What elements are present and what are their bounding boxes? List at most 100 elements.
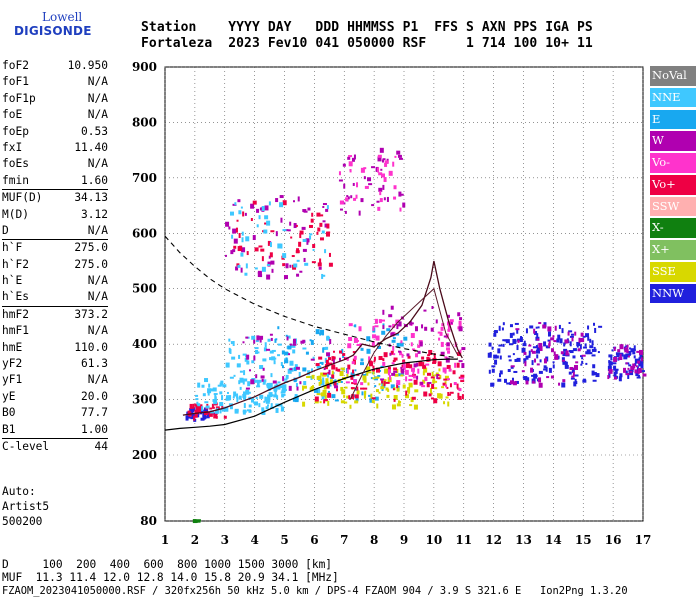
data-point: [383, 352, 388, 358]
data-point: [424, 377, 428, 382]
data-point: [396, 342, 400, 348]
param-row: yF1 N/A: [2, 372, 108, 388]
data-point: [352, 369, 355, 374]
data-point: [244, 212, 247, 216]
data-point: [380, 365, 383, 368]
data-point: [589, 338, 592, 343]
data-point: [320, 372, 325, 376]
data-point: [536, 347, 539, 352]
data-point: [271, 356, 276, 361]
data-point: [265, 400, 270, 404]
data-point: [346, 373, 349, 378]
data-point: [378, 172, 383, 176]
data-point: [382, 158, 386, 161]
param-row: fmin 1.60: [2, 173, 108, 189]
data-point: [253, 355, 256, 361]
data-point: [437, 377, 441, 380]
data-point: [337, 368, 341, 372]
data-point: [208, 383, 211, 388]
data-point: [449, 391, 454, 394]
data-point: [440, 326, 444, 331]
data-point: [460, 380, 465, 383]
data-point: [530, 349, 533, 353]
data-point: [344, 210, 347, 214]
data-point: [632, 363, 636, 369]
data-point: [441, 386, 445, 389]
data-point: [279, 195, 284, 199]
data-point: [585, 333, 590, 338]
data-point: [384, 162, 388, 167]
data-point: [317, 262, 322, 267]
data-point: [189, 403, 193, 409]
data-point: [387, 372, 390, 376]
data-point: [573, 364, 578, 370]
data-point: [430, 392, 433, 395]
data-point: [587, 325, 590, 330]
data-point: [197, 382, 201, 388]
data-point: [573, 381, 577, 387]
data-point: [564, 364, 569, 369]
data-point: [295, 366, 300, 370]
data-point: [367, 177, 372, 182]
data-point: [636, 350, 640, 353]
data-point: [627, 355, 630, 358]
data-point: [359, 362, 364, 366]
data-point: [628, 364, 632, 367]
data-point: [213, 413, 218, 419]
data-point: [443, 401, 446, 405]
data-point: [229, 211, 234, 216]
data-point: [269, 252, 273, 258]
data-point: [272, 380, 277, 384]
data-point: [591, 370, 595, 376]
data-point: [410, 367, 415, 372]
data-point: [627, 367, 630, 370]
data-point: [633, 349, 636, 352]
data-point: [310, 218, 314, 223]
data-point: [282, 393, 286, 396]
data-point: [592, 379, 597, 382]
data-point: [192, 403, 195, 409]
data-point: [205, 405, 210, 409]
data-point: [590, 352, 593, 355]
data-point: [585, 351, 588, 355]
x-tick-label: 15: [575, 533, 592, 547]
data-point: [447, 350, 451, 354]
virtual-height-trace: [182, 260, 463, 416]
param-value: N/A: [87, 373, 108, 387]
data-point: [279, 202, 284, 208]
data-point: [374, 396, 379, 401]
data-point: [325, 359, 329, 365]
data-point: [403, 336, 408, 341]
data-point: [523, 351, 527, 355]
data-point: [437, 374, 440, 377]
data-point: [216, 407, 219, 410]
data-point: [280, 391, 283, 394]
data-point: [363, 391, 366, 397]
data-point: [381, 330, 386, 335]
data-point: [259, 335, 264, 340]
data-point: [456, 362, 460, 368]
data-point: [340, 400, 345, 404]
data-point: [408, 378, 413, 381]
data-point: [394, 155, 397, 158]
data-point: [610, 355, 613, 361]
data-point: [242, 341, 245, 344]
data-point: [233, 391, 237, 397]
data-point: [282, 200, 287, 206]
data-point: [292, 349, 296, 354]
data-point: [326, 205, 329, 210]
data-point: [253, 339, 256, 344]
data-point: [267, 240, 270, 246]
data-point: [302, 347, 307, 350]
data-point: [570, 333, 574, 336]
data-point: [319, 401, 322, 404]
x-tick-label: 4: [250, 533, 258, 547]
data-point: [191, 415, 195, 418]
data-point: [377, 154, 382, 158]
data-point: [219, 382, 222, 387]
param-key: h`F2: [2, 257, 29, 271]
data-point: [350, 372, 355, 378]
data-point: [232, 249, 236, 253]
data-point: [435, 380, 438, 383]
data-point: [318, 266, 322, 270]
